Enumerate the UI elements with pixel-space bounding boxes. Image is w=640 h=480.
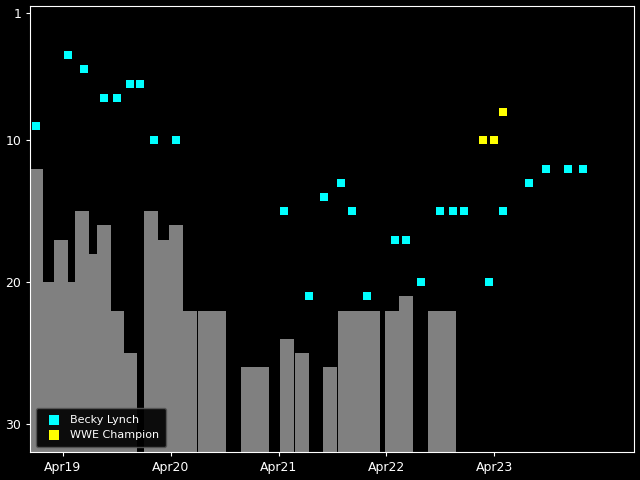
Becky Lynch bbox=[448, 207, 458, 215]
Bar bbox=[155, 240, 169, 453]
Becky Lynch bbox=[577, 165, 588, 172]
Becky Lynch bbox=[435, 207, 445, 215]
Bar bbox=[97, 226, 111, 453]
Bar bbox=[212, 311, 226, 453]
Bar bbox=[428, 311, 442, 453]
Bar bbox=[255, 367, 269, 453]
Bar bbox=[339, 311, 353, 453]
Bar bbox=[442, 311, 456, 453]
Becky Lynch bbox=[149, 136, 159, 144]
Bar bbox=[183, 311, 197, 453]
Bar bbox=[109, 311, 124, 453]
Legend: Becky Lynch, WWE Champion: Becky Lynch, WWE Champion bbox=[36, 408, 166, 447]
Bar bbox=[385, 311, 399, 453]
Bar bbox=[280, 339, 294, 453]
WWE Champion bbox=[498, 108, 508, 116]
Bar bbox=[241, 367, 255, 453]
Becky Lynch bbox=[401, 236, 411, 243]
Becky Lynch bbox=[336, 179, 346, 187]
Becky Lynch bbox=[99, 94, 109, 102]
Bar bbox=[353, 311, 367, 453]
Bar bbox=[65, 282, 79, 453]
Becky Lynch bbox=[303, 292, 314, 300]
Bar bbox=[123, 353, 137, 453]
Bar bbox=[198, 311, 212, 453]
Becky Lynch bbox=[319, 193, 329, 201]
Becky Lynch bbox=[31, 122, 41, 130]
Becky Lynch bbox=[63, 51, 74, 59]
Becky Lynch bbox=[459, 207, 469, 215]
Bar bbox=[399, 296, 413, 453]
Becky Lynch bbox=[390, 236, 400, 243]
Bar bbox=[144, 211, 158, 453]
Bar bbox=[86, 254, 100, 453]
Becky Lynch bbox=[111, 94, 122, 102]
Bar bbox=[323, 367, 337, 453]
Becky Lynch bbox=[171, 136, 181, 144]
Bar bbox=[76, 211, 89, 453]
Becky Lynch bbox=[125, 80, 135, 87]
WWE Champion bbox=[478, 136, 488, 144]
Becky Lynch bbox=[498, 207, 508, 215]
Becky Lynch bbox=[79, 66, 90, 73]
Becky Lynch bbox=[563, 165, 573, 172]
Bar bbox=[367, 311, 380, 453]
Becky Lynch bbox=[135, 80, 145, 87]
Bar bbox=[43, 282, 57, 453]
Becky Lynch bbox=[541, 165, 551, 172]
Becky Lynch bbox=[484, 278, 494, 286]
Bar bbox=[29, 168, 43, 453]
Becky Lynch bbox=[347, 207, 357, 215]
Becky Lynch bbox=[416, 278, 426, 286]
Bar bbox=[295, 353, 309, 453]
Bar bbox=[169, 226, 183, 453]
Becky Lynch bbox=[524, 179, 534, 187]
Bar bbox=[54, 240, 68, 453]
Becky Lynch bbox=[279, 207, 289, 215]
WWE Champion bbox=[489, 136, 499, 144]
Becky Lynch bbox=[362, 292, 372, 300]
